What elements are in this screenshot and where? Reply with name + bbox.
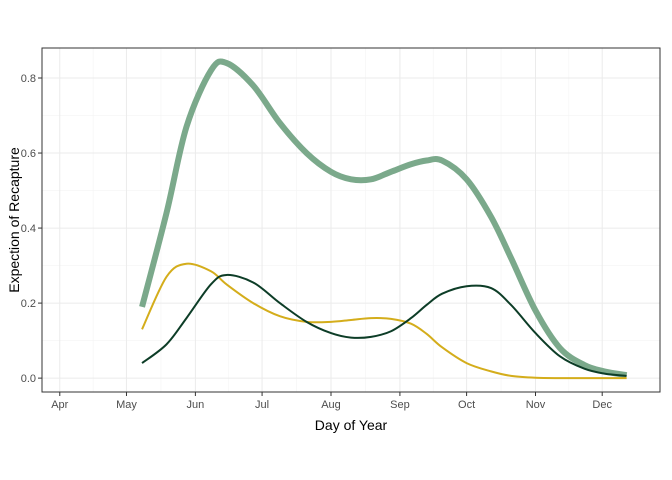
x-tick-label: Dec (592, 399, 612, 411)
series-line-1 (139, 58, 628, 379)
y-tick-label: 0.6 (21, 148, 36, 160)
x-tick-label: Apr (51, 399, 68, 411)
y-axis-title: Expection of Recapture (6, 147, 22, 293)
x-tick-label: Oct (458, 399, 475, 411)
y-axis-ticks: 0.0 0.2 0.4 0.6 0.8 (21, 73, 42, 385)
series-line-3 (141, 273, 627, 377)
plot-panel-border (41, 47, 661, 393)
x-tick-label: Sep (390, 399, 410, 411)
y-tick-label: 0.4 (21, 223, 36, 235)
x-axis-ticks: Apr May Jun Jul Aug Sep Oct Nov Dec (51, 392, 612, 411)
y-tick-label: 0.2 (21, 298, 36, 310)
x-tick-label: Nov (526, 399, 546, 411)
series-lines (139, 58, 628, 380)
series-line-2 (141, 262, 627, 380)
y-tick-label: 0.8 (21, 73, 36, 85)
minor-gridlines (42, 48, 660, 392)
x-tick-label: May (116, 399, 137, 411)
x-axis-title: Day of Year (315, 417, 388, 433)
y-tick-label: 0.0 (21, 373, 36, 385)
x-tick-label: Jun (187, 399, 205, 411)
x-tick-label: Aug (321, 399, 341, 411)
x-tick-label: Jul (255, 399, 269, 411)
